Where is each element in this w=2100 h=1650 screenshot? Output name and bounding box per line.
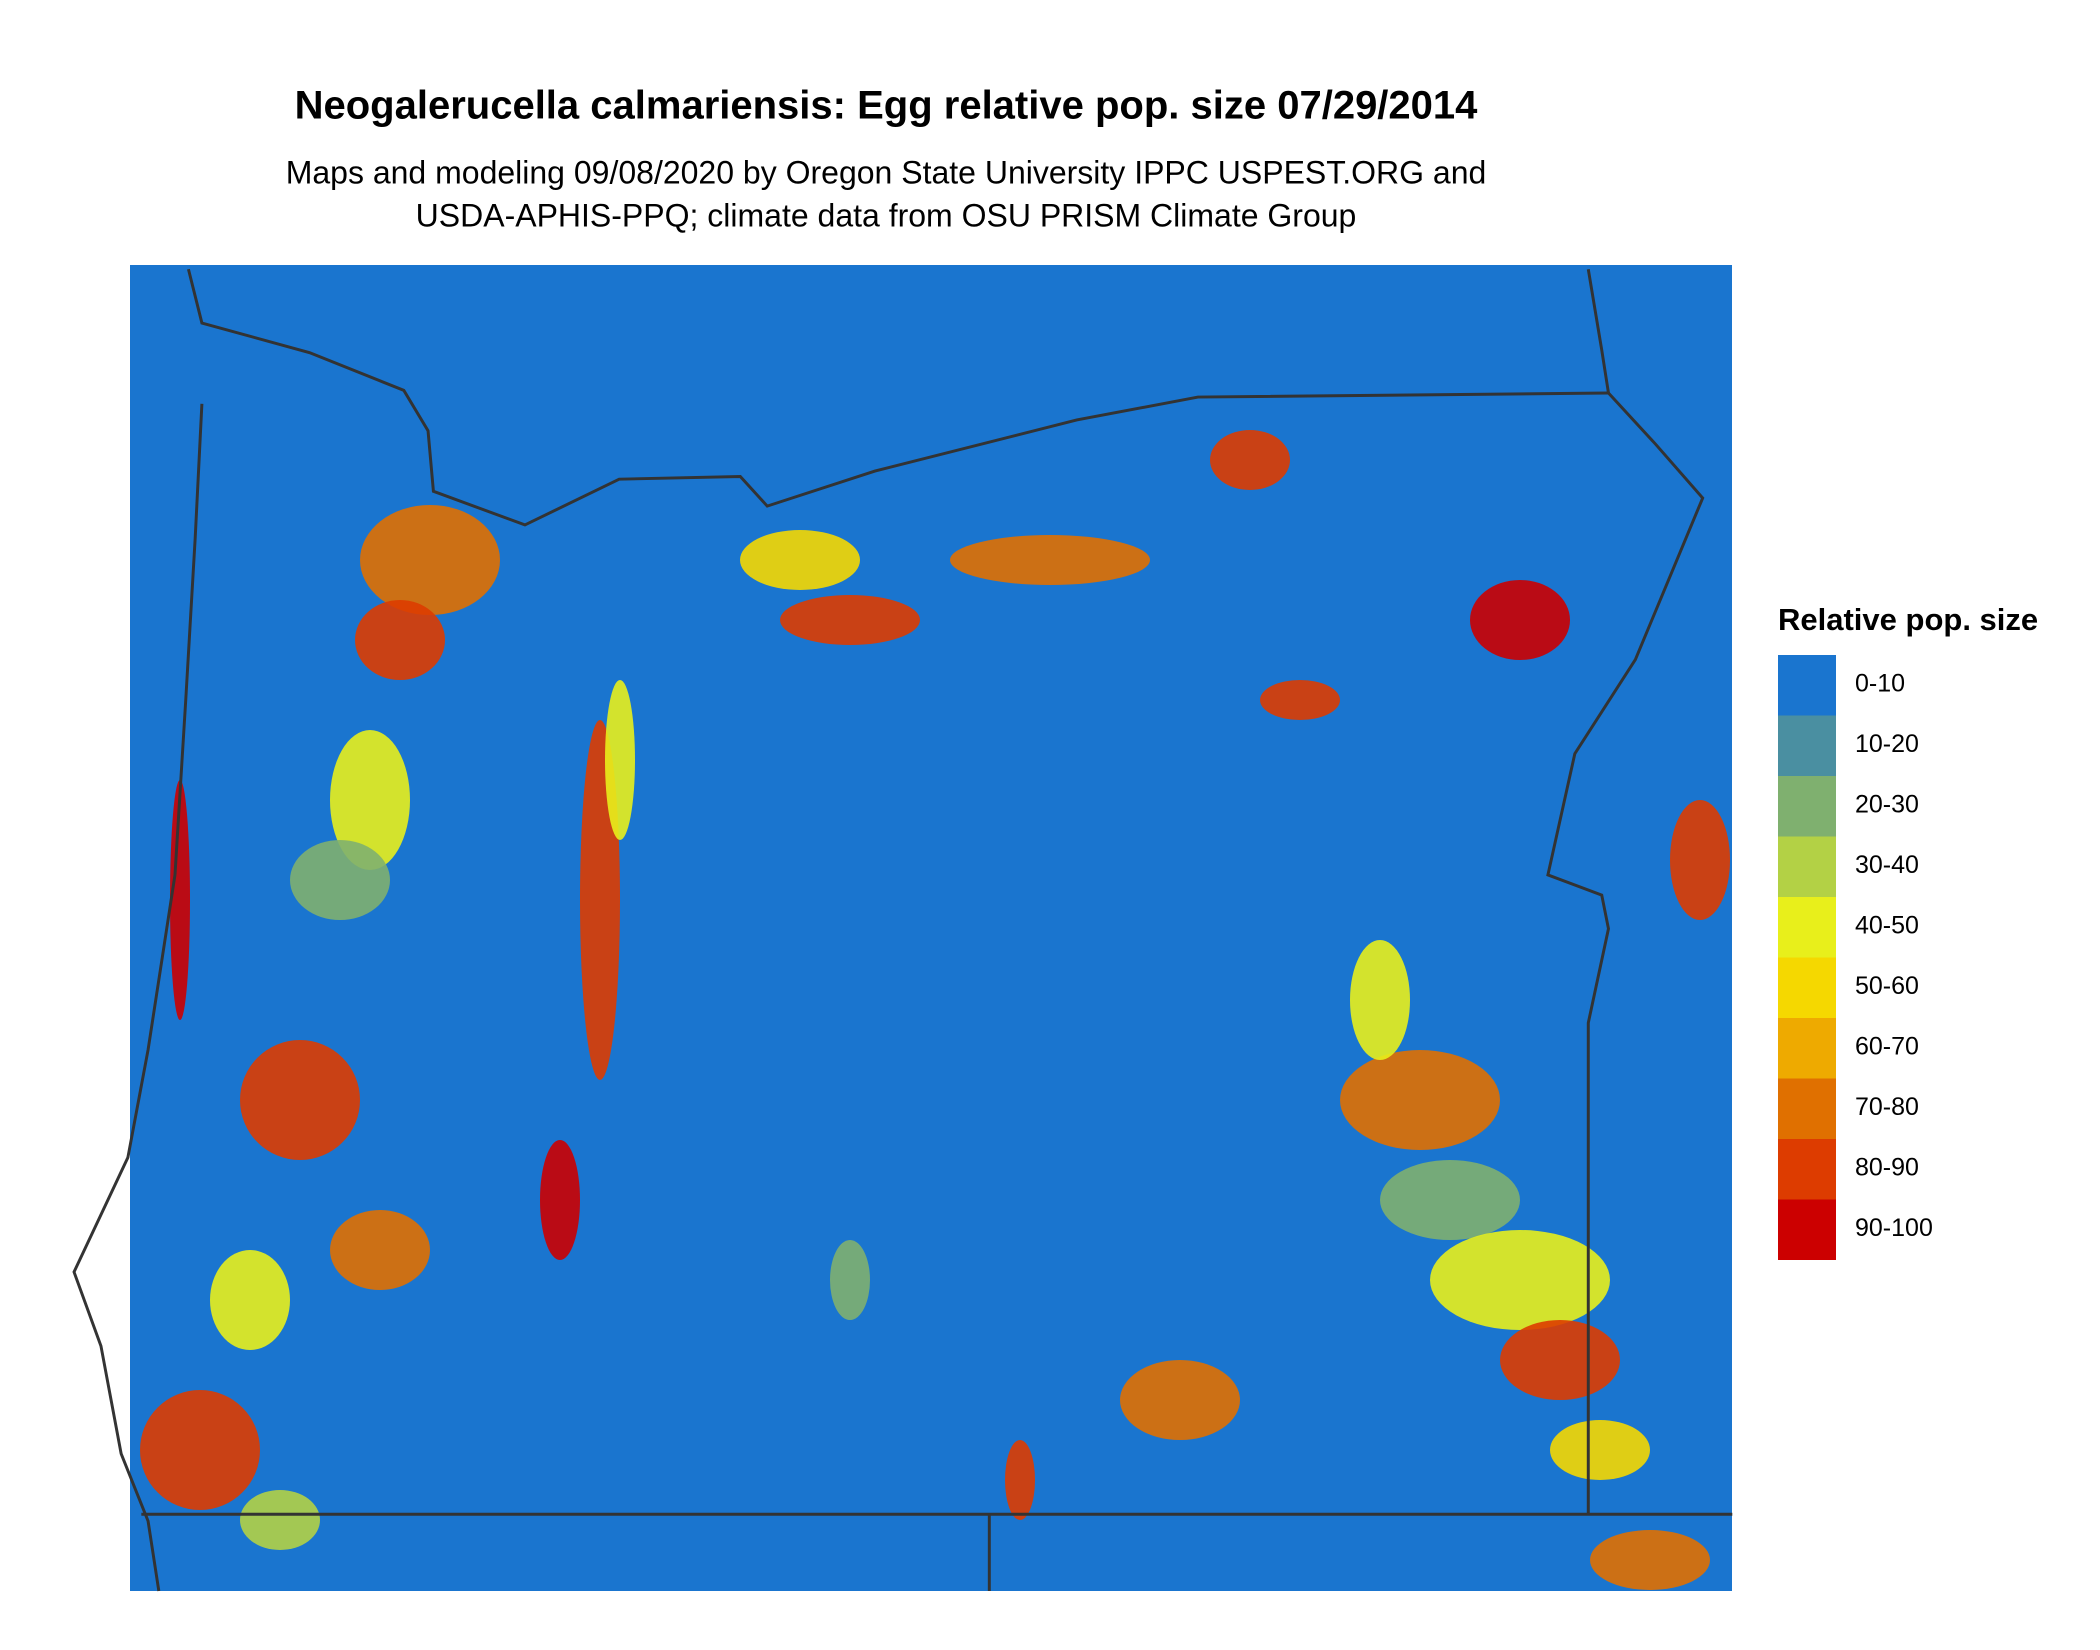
map-area: [72, 265, 1733, 1592]
raster-patch: [1550, 1420, 1650, 1480]
legend-swatch: [1778, 957, 1836, 1018]
raster-patch: [1670, 800, 1730, 920]
raster-patch: [1470, 580, 1570, 660]
map-title: Neogalerucella calmariensis: Egg relativ…: [295, 84, 1479, 128]
raster-patch: [240, 1040, 360, 1160]
state-border: [141, 1512, 1733, 1591]
raster-patch: [330, 730, 410, 870]
raster-patch: [210, 1250, 290, 1350]
raster-patch: [780, 595, 920, 645]
legend-swatch: [1778, 655, 1836, 716]
legend-swatch: [1778, 1199, 1836, 1260]
legend-swatch: [1778, 1018, 1836, 1079]
raster-patch: [1350, 940, 1410, 1060]
raster-patch: [605, 680, 635, 840]
raster-patch: [1340, 1050, 1500, 1150]
raster-patch: [360, 505, 500, 615]
state-border: [1586, 268, 1610, 394]
legend-swatch: [1778, 836, 1836, 897]
legend-title: Relative pop. size: [1778, 602, 2038, 637]
legend-swatch: [1778, 1078, 1836, 1139]
raster-patch: [1210, 430, 1290, 490]
legend-swatch: [1778, 715, 1836, 776]
raster-patches: [140, 430, 1730, 1590]
state-border: [187, 268, 1609, 527]
raster-patch: [1120, 1360, 1240, 1440]
raster-patch: [290, 840, 390, 920]
legend-label: 60-70: [1855, 1033, 1919, 1061]
raster-patch: [1430, 1230, 1610, 1330]
raster-patch: [240, 1490, 320, 1550]
raster-patch: [140, 1390, 260, 1510]
raster-patch: [830, 1240, 870, 1320]
raster-patch: [1380, 1160, 1520, 1240]
raster-patch: [330, 1210, 430, 1290]
legend-label: 0-10: [1855, 670, 1905, 698]
legend-label: 90-100: [1855, 1214, 1933, 1242]
raster-patch: [540, 1140, 580, 1260]
legend-label: 40-50: [1855, 912, 1919, 940]
state-border: [1546, 392, 1705, 1515]
legend-label: 10-20: [1855, 730, 1919, 758]
raster-patch: [355, 600, 445, 680]
raster-patch: [950, 535, 1150, 585]
legend-label: 70-80: [1855, 1093, 1919, 1121]
legend-label: 20-30: [1855, 791, 1919, 819]
legend-swatch: [1778, 897, 1836, 958]
raster-patch: [1590, 1530, 1710, 1590]
raster-patch: [1260, 680, 1340, 720]
map-subtitle: Maps and modeling 09/08/2020 by Oregon S…: [286, 154, 1487, 190]
coastline: [72, 403, 204, 1592]
legend-swatch: [1778, 1139, 1836, 1200]
legend-label: 30-40: [1855, 851, 1919, 879]
raster-patch: [1005, 1440, 1035, 1520]
raster-patch: [740, 530, 860, 590]
raster-patch: [170, 780, 190, 1020]
legend-swatch: [1778, 776, 1836, 837]
legend-label: 80-90: [1855, 1154, 1919, 1182]
boundaries: [72, 268, 1733, 1592]
legend-label: 50-60: [1855, 972, 1919, 1000]
raster-background: [130, 265, 1732, 1591]
map-subtitle: USDA-APHIS-PPQ; climate data from OSU PR…: [416, 197, 1357, 233]
legend: 0-10 10-20 20-30 30-40 40-50 50-60 60-70 70-80 8…: [1778, 655, 1933, 1260]
raster-patch: [1500, 1320, 1620, 1400]
